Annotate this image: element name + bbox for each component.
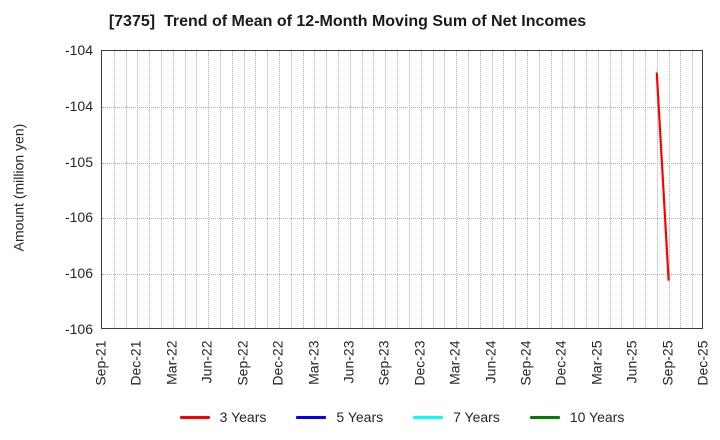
y-tick-label: -104 [64, 42, 93, 58]
legend-line-swatch-3-years [179, 415, 210, 419]
x-tick-label: Jun-24 [482, 340, 498, 384]
v-gridline [692, 51, 694, 328]
v-gridline [220, 51, 222, 328]
y-tick-label: -106 [64, 321, 93, 337]
x-tick-label: Mar-22 [163, 340, 180, 385]
v-gridline [113, 51, 115, 328]
v-gridline [279, 51, 281, 328]
x-tick-label: Jun-25 [623, 340, 640, 384]
v-gridline [633, 51, 635, 328]
v-gridline [267, 51, 269, 328]
v-gridline [161, 51, 163, 328]
v-gridline [231, 51, 233, 328]
v-gridline [479, 51, 481, 328]
v-gridline [255, 51, 257, 328]
x-tick-label: Sep-25 [659, 340, 676, 386]
v-gridline [302, 51, 304, 328]
h-gridline [102, 162, 702, 164]
legend-item-10-years: 10 Years [529, 409, 625, 425]
v-gridline [444, 51, 446, 328]
x-tick-label: Dec-24 [552, 340, 569, 386]
legend: 3 Years 5 Years 7 Years 10 Years [101, 404, 703, 430]
h-gridline [102, 218, 702, 220]
plot-area [101, 50, 703, 329]
x-tick-label: Sep-24 [517, 340, 534, 386]
legend-line-swatch-10-years [529, 415, 560, 419]
x-tick-label: Jun-23 [340, 340, 357, 384]
v-gridline [314, 51, 316, 328]
chart-title: [7375] Trend of Mean of 12-Month Moving … [108, 13, 587, 30]
y-tick-label: -104 [64, 97, 93, 114]
x-tick-label: Jun-22 [198, 340, 215, 384]
v-gridline [149, 51, 151, 328]
v-gridline [621, 51, 623, 328]
v-gridline [597, 51, 599, 328]
legend-label-3-years: 3 Years [219, 409, 267, 425]
v-gridline [680, 51, 682, 328]
v-gridline [397, 51, 399, 328]
v-gridline [574, 51, 576, 328]
v-gridline [137, 51, 139, 328]
v-gridline [503, 51, 505, 328]
x-tick-label: Sep-21 [92, 340, 109, 386]
legend-line-swatch-7-years [413, 415, 444, 419]
v-gridline [491, 51, 493, 328]
v-gridline [668, 51, 670, 328]
v-gridline [526, 51, 528, 328]
x-tick-label: Sep-22 [234, 340, 251, 386]
y-tick-label: -105 [64, 153, 93, 170]
legend-item-5-years: 5 Years [296, 409, 383, 425]
x-tick-label: Dec-21 [127, 340, 144, 386]
v-gridline [408, 51, 410, 328]
v-gridline [326, 51, 328, 328]
legend-label-10-years: 10 Years [569, 409, 625, 425]
v-gridline [184, 51, 186, 328]
x-tick-label: Dec-22 [269, 340, 286, 386]
y-axis-label: Amount (million yen) [10, 123, 27, 252]
x-tick-label: Mar-24 [446, 340, 463, 385]
v-gridline [585, 51, 587, 328]
y-tick-label: -106 [64, 209, 93, 226]
v-gridline [361, 51, 363, 328]
v-gridline [208, 51, 210, 328]
v-gridline [538, 51, 540, 328]
v-gridline [420, 51, 422, 328]
x-tick-label: Mar-25 [588, 340, 605, 385]
x-tick-label: Mar-23 [305, 340, 321, 385]
y-tick-label: -106 [64, 265, 93, 282]
v-gridline [467, 51, 469, 328]
series-line-3-years [655, 72, 670, 281]
v-gridline [196, 51, 198, 328]
v-gridline [550, 51, 552, 328]
v-gridline [562, 51, 564, 328]
x-tick-label: Dec-25 [694, 340, 711, 386]
series-lines [655, 72, 670, 281]
x-tick-label: Sep-23 [375, 340, 392, 386]
v-gridline [243, 51, 245, 328]
v-gridline [609, 51, 611, 328]
legend-item-7-years: 7 Years [413, 409, 500, 425]
v-gridline [349, 51, 351, 328]
legend-label-5-years: 5 Years [336, 409, 384, 425]
v-gridline [456, 51, 458, 328]
v-gridline [290, 51, 292, 328]
legend-line-swatch-5-years [296, 415, 327, 419]
v-gridline [385, 51, 387, 328]
h-gridline [102, 106, 702, 108]
v-gridline [644, 51, 646, 328]
v-gridline [432, 51, 434, 328]
h-gridline [102, 274, 702, 276]
v-gridline [172, 51, 174, 328]
x-tick-label: Dec-23 [411, 340, 428, 386]
legend-label-7-years: 7 Years [453, 409, 500, 425]
v-gridline [373, 51, 375, 328]
legend-item-3-years: 3 Years [179, 409, 267, 425]
v-gridline [515, 51, 517, 328]
v-gridline [656, 51, 658, 328]
v-gridline [338, 51, 340, 328]
v-gridline [125, 51, 127, 328]
